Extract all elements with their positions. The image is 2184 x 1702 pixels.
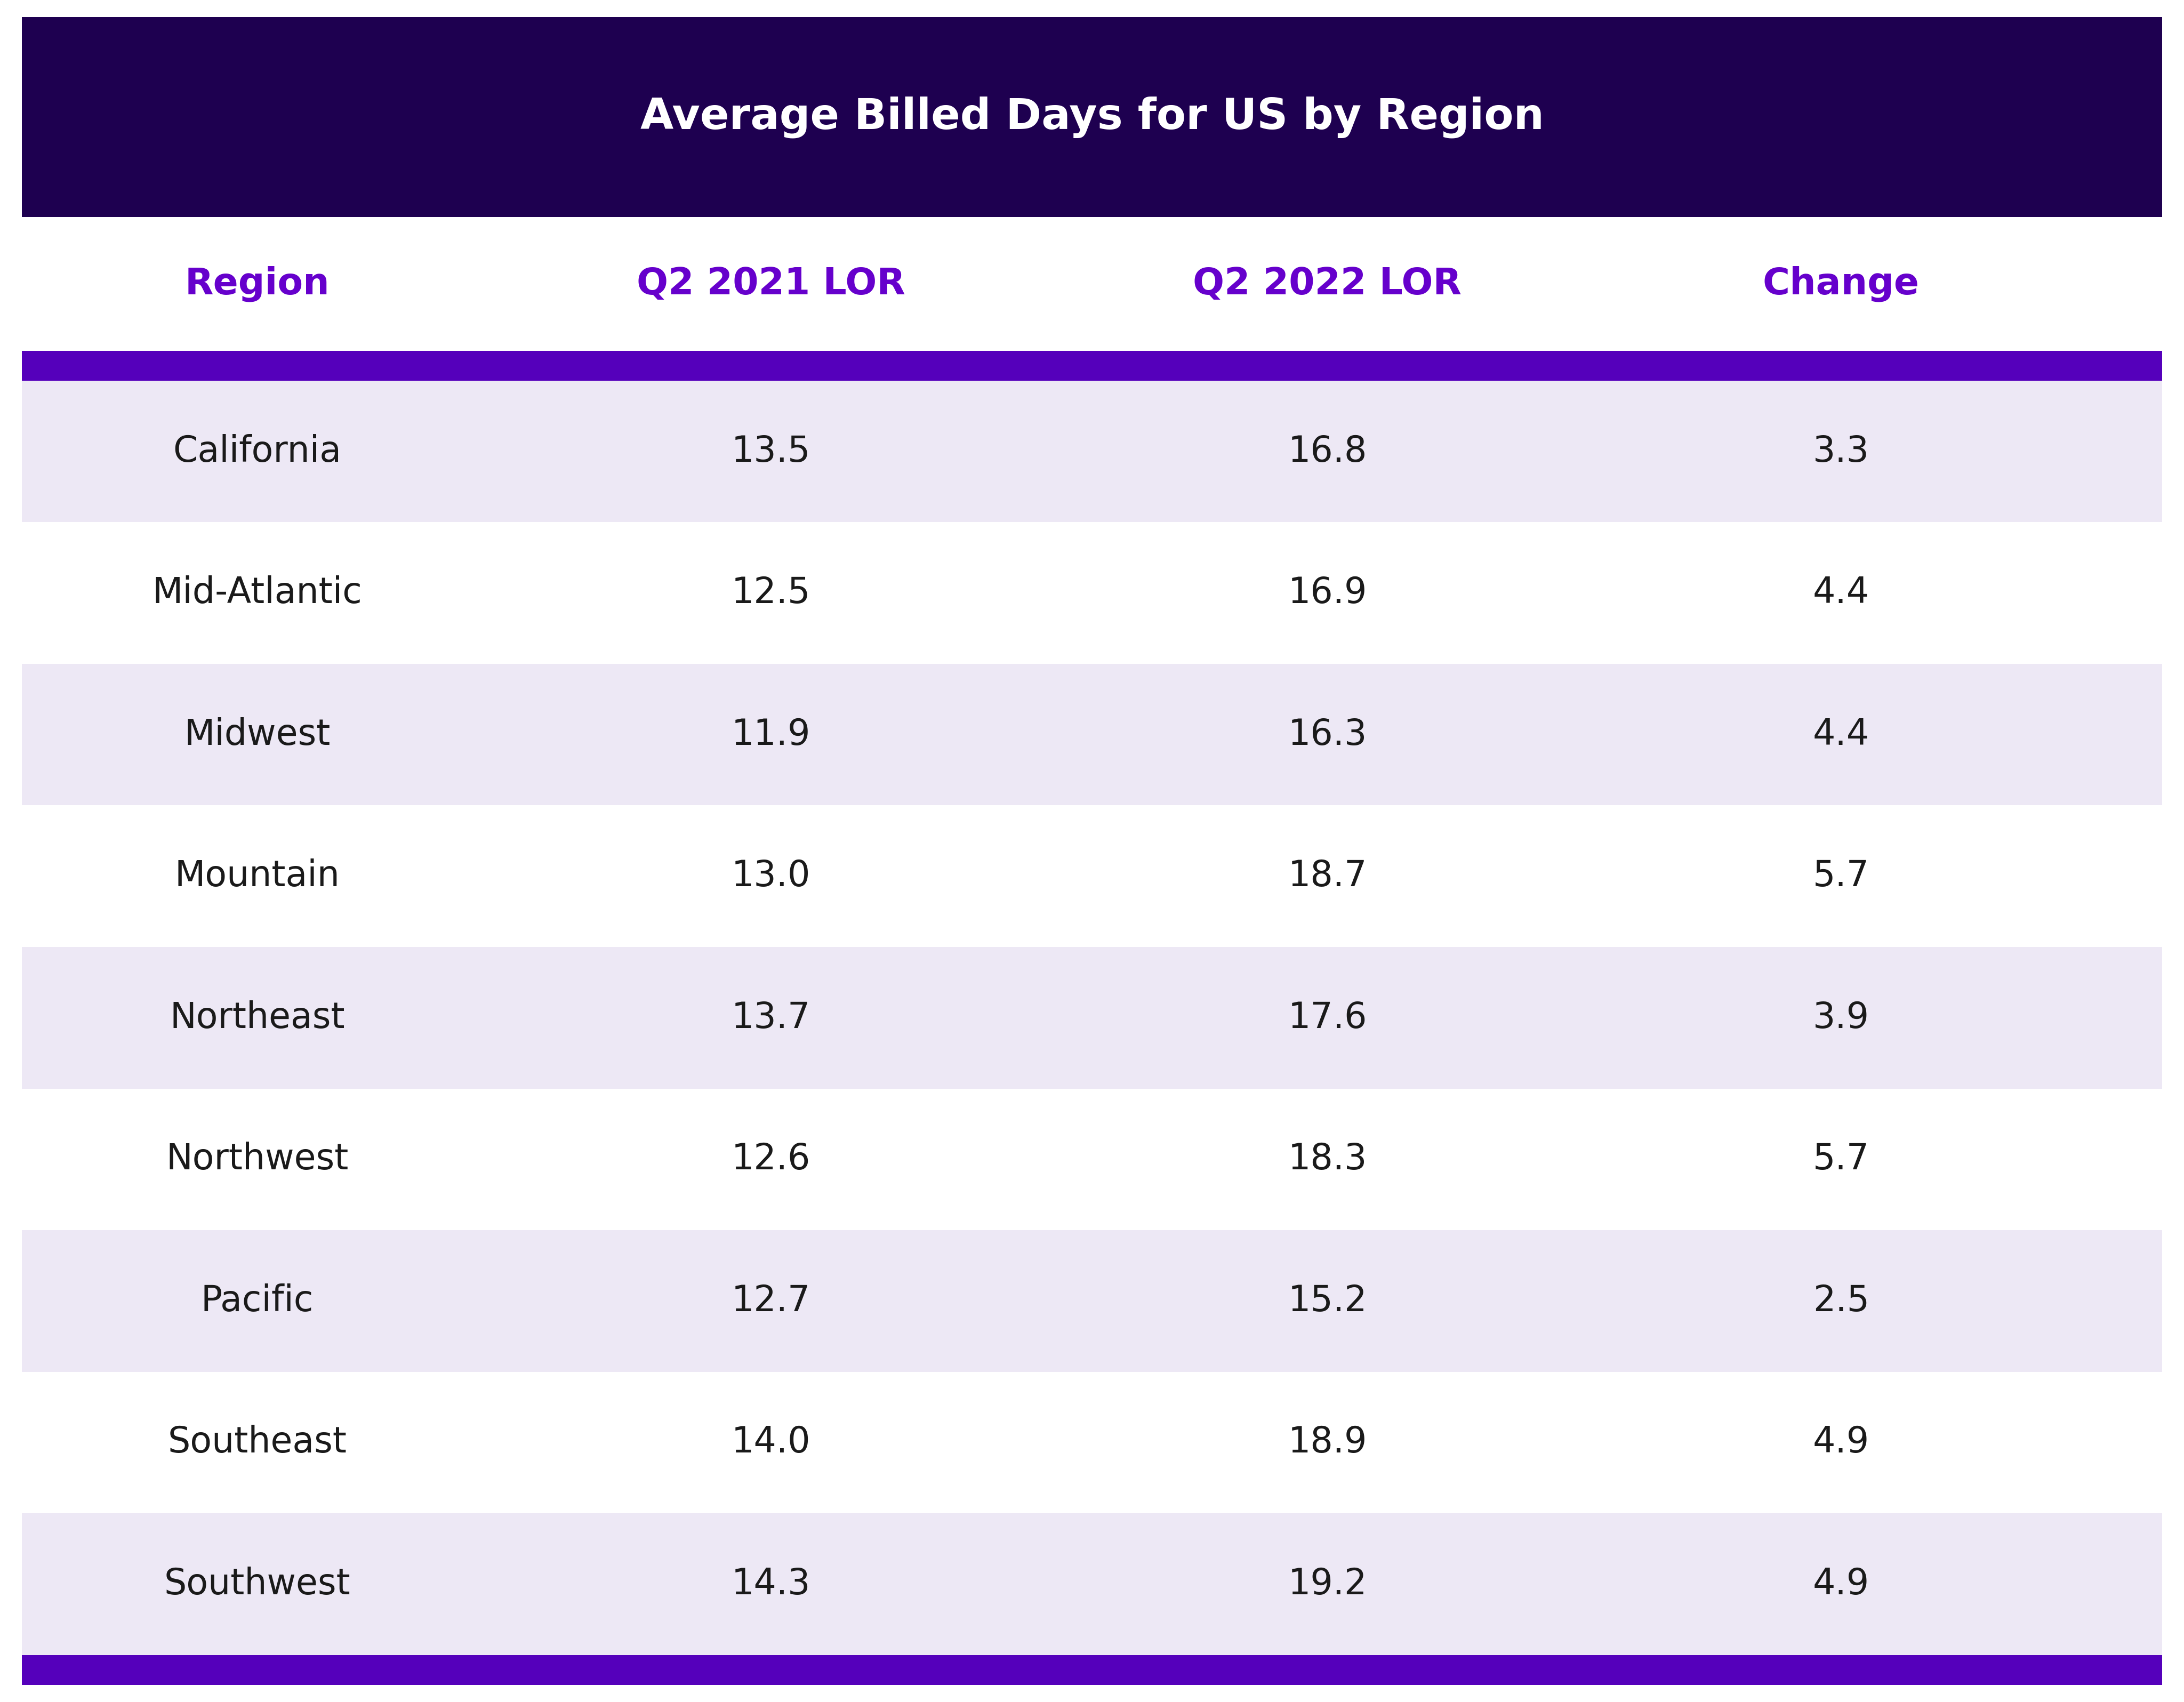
Text: 14.3: 14.3 — [732, 1566, 810, 1602]
Text: 12.6: 12.6 — [732, 1142, 810, 1178]
Text: 12.5: 12.5 — [732, 575, 810, 611]
Text: 13.5: 13.5 — [732, 434, 810, 470]
Text: 4.4: 4.4 — [1813, 717, 1870, 752]
Text: 16.9: 16.9 — [1289, 575, 1367, 611]
Text: 18.9: 18.9 — [1289, 1425, 1367, 1460]
Text: 17.6: 17.6 — [1289, 1001, 1367, 1035]
Text: California: California — [173, 434, 341, 470]
Bar — [22, 1231, 2162, 1372]
Text: 16.3: 16.3 — [1289, 717, 1367, 752]
Text: 18.7: 18.7 — [1289, 858, 1367, 894]
Bar — [22, 351, 2162, 381]
Text: 16.8: 16.8 — [1289, 434, 1367, 470]
Text: 3.9: 3.9 — [1813, 1001, 1870, 1035]
Text: Southeast: Southeast — [168, 1425, 347, 1460]
Text: 11.9: 11.9 — [732, 717, 810, 752]
Text: Pacific: Pacific — [201, 1283, 314, 1319]
Text: 5.7: 5.7 — [1813, 858, 1870, 894]
Bar — [22, 218, 2162, 351]
Text: 2.5: 2.5 — [1813, 1283, 1870, 1319]
Text: 19.2: 19.2 — [1289, 1566, 1367, 1602]
Text: 14.0: 14.0 — [732, 1425, 810, 1460]
Text: Mid-Atlantic: Mid-Atlantic — [153, 575, 363, 611]
Text: Northeast: Northeast — [170, 1001, 345, 1035]
Bar — [22, 523, 2162, 664]
Text: 4.9: 4.9 — [1813, 1566, 1870, 1602]
Text: 13.7: 13.7 — [732, 1001, 810, 1035]
Text: Midwest: Midwest — [183, 717, 330, 752]
Text: Northwest: Northwest — [166, 1142, 349, 1178]
Text: Q2 2021 LOR: Q2 2021 LOR — [636, 266, 906, 301]
Bar — [22, 381, 2162, 523]
Text: 18.3: 18.3 — [1289, 1142, 1367, 1178]
Bar — [22, 1654, 2162, 1685]
Bar — [22, 1372, 2162, 1513]
Text: 5.7: 5.7 — [1813, 1142, 1870, 1178]
Text: Q2 2022 LOR: Q2 2022 LOR — [1192, 266, 1461, 301]
Text: Southwest: Southwest — [164, 1566, 349, 1602]
Bar — [22, 946, 2162, 1089]
Text: 12.7: 12.7 — [732, 1283, 810, 1319]
Text: 13.0: 13.0 — [732, 858, 810, 894]
Text: Average Billed Days for US by Region: Average Billed Days for US by Region — [640, 97, 1544, 138]
Text: 4.4: 4.4 — [1813, 575, 1870, 611]
Text: 4.9: 4.9 — [1813, 1425, 1870, 1460]
Bar — [22, 1089, 2162, 1231]
Bar — [22, 17, 2162, 218]
Text: 3.3: 3.3 — [1813, 434, 1870, 470]
Text: Mountain: Mountain — [175, 858, 341, 894]
Text: 15.2: 15.2 — [1289, 1283, 1367, 1319]
Bar — [22, 805, 2162, 946]
Text: Change: Change — [1762, 266, 1920, 301]
Bar — [22, 664, 2162, 805]
Text: Region: Region — [186, 266, 330, 301]
Bar — [22, 1513, 2162, 1654]
